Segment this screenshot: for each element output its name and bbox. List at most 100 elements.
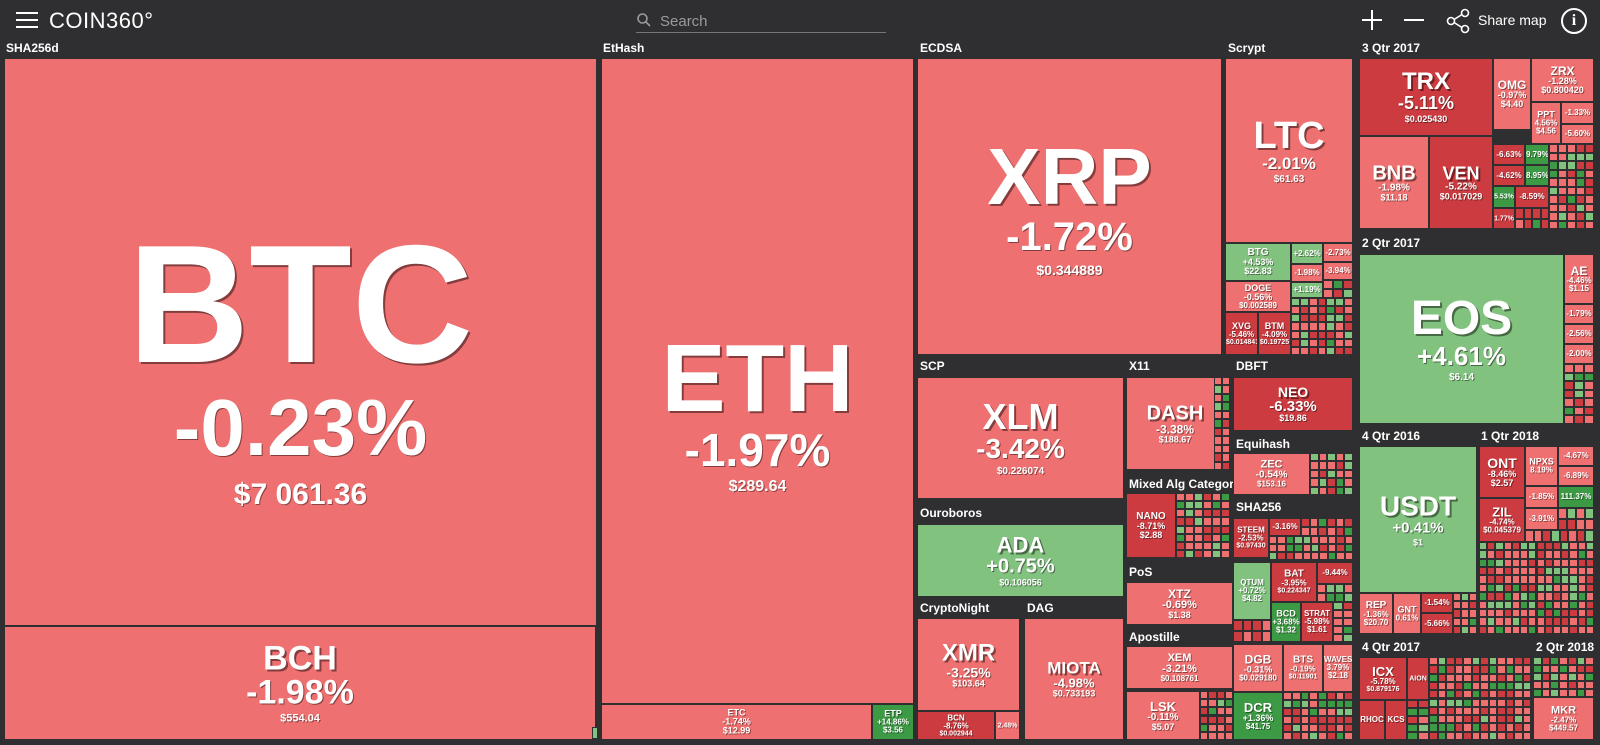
coin-tile-mini[interactable] [1429, 681, 1438, 691]
coin-tile-mini[interactable] [1585, 161, 1594, 170]
coin-tile-mini[interactable] [1299, 298, 1309, 307]
coin-tile-mini[interactable] [1567, 673, 1577, 681]
coin-tile-mini[interactable] [1479, 567, 1488, 576]
coin-tile-mini[interactable] [1585, 203, 1594, 212]
coin-tile-mini[interactable] [1203, 501, 1212, 510]
coin-tile-small[interactable]: -4.67% [1558, 446, 1594, 466]
coin-tile-mini[interactable] [1203, 525, 1212, 534]
coin-tile-mini[interactable] [1497, 723, 1506, 732]
coin-tile-mini[interactable] [1318, 461, 1328, 470]
coin-tile-mini[interactable] [1335, 346, 1345, 355]
coin-tile-mini[interactable] [1520, 567, 1529, 576]
coin-tile-mini[interactable] [1222, 402, 1230, 411]
coin-tile-mini[interactable] [1291, 700, 1301, 708]
coin-tile-mini[interactable] [1283, 724, 1292, 732]
coin-tile-mini[interactable] [1585, 657, 1594, 665]
coin-tile-bcd[interactable]: BCD +3.68% $1.32 [1271, 602, 1301, 642]
coin-tile-mini[interactable] [1520, 617, 1529, 626]
coin-tile-mini[interactable] [1559, 665, 1568, 673]
coin-tile-mini[interactable] [1487, 550, 1496, 559]
coin-tile-mini[interactable] [1487, 575, 1496, 584]
coin-tile-mini[interactable] [1299, 338, 1309, 347]
coin-tile-mini[interactable] [1487, 608, 1496, 618]
coin-tile-mini[interactable] [1221, 517, 1230, 526]
coin-tile-small[interactable]: -3.91% [1525, 508, 1558, 530]
coin-tile-mini[interactable] [1511, 617, 1521, 626]
coin-tile-mini[interactable] [1536, 542, 1545, 551]
coin-tile-nano[interactable]: NANO -8.71% $2.88 [1126, 493, 1176, 558]
coin-tile-mini[interactable] [1479, 575, 1488, 584]
mosaic-scrypt-2[interactable] [1323, 280, 1353, 298]
coin-tile-mini[interactable] [1429, 723, 1438, 732]
mosaic-pos[interactable] [1233, 620, 1271, 642]
coin-tile-mini[interactable] [1335, 708, 1345, 716]
coin-tile-mini[interactable] [1212, 525, 1221, 534]
coin-tile-mini[interactable] [1300, 700, 1310, 708]
coin-tile-mini[interactable] [1497, 715, 1506, 724]
mosaic-apostille[interactable] [1200, 691, 1233, 740]
coin-tile-mini[interactable] [1480, 698, 1489, 707]
coin-tile-mini[interactable] [1497, 690, 1506, 699]
coin-tile-btc[interactable]: BTC -0.23% $7 061.36 [4, 58, 597, 626]
coin-tile-mini[interactable] [1561, 625, 1570, 634]
coin-tile-mini[interactable] [1418, 732, 1429, 740]
coin-tile-mini[interactable] [1291, 306, 1300, 315]
coin-tile-mini[interactable] [1300, 724, 1310, 732]
coin-tile-mini[interactable] [1326, 338, 1336, 347]
coin-tile-mini[interactable] [1522, 698, 1531, 707]
coin-tile-mkr[interactable]: MKR -2.47% $449.57 [1533, 697, 1594, 740]
coin-tile-mini[interactable] [1561, 583, 1570, 593]
coin-tile-mini[interactable] [1327, 544, 1337, 552]
coin-tile-mini[interactable] [1463, 673, 1472, 682]
coin-tile-mini[interactable] [1454, 681, 1463, 691]
coin-tile-mini[interactable] [1585, 681, 1594, 689]
coin-tile-mini[interactable] [1343, 280, 1353, 289]
coin-tile-mini[interactable] [1261, 620, 1271, 631]
coin-tile-mini[interactable] [1503, 625, 1512, 634]
coin-tile-mini[interactable] [1224, 699, 1233, 708]
coin-tile-qtum[interactable]: QTUM +0.72% $4.82 [1233, 562, 1271, 620]
coin-tile-mini[interactable] [1214, 393, 1222, 403]
coin-tile-mini[interactable] [1567, 689, 1577, 697]
coin-tile-mini[interactable] [1291, 314, 1300, 323]
coin-tile-mini[interactable] [1317, 593, 1326, 602]
coin-tile-mini[interactable] [1214, 419, 1222, 428]
coin-tile-mini[interactable] [1309, 692, 1318, 700]
coin-tile-mini[interactable] [1487, 617, 1496, 626]
coin-tile-mini[interactable] [1176, 541, 1185, 550]
coin-tile-mini[interactable] [1463, 665, 1472, 674]
coin-tile-mini[interactable] [1567, 178, 1576, 187]
coin-tile-mini[interactable] [1310, 469, 1319, 479]
coin-tile-mini[interactable] [1319, 536, 1328, 544]
coin-tile-mini[interactable] [1308, 322, 1318, 331]
coin-tile-usdt[interactable]: USDT +0.41% $1 [1359, 446, 1477, 593]
coin-tile-mini[interactable] [1214, 461, 1222, 470]
coin-tile-mini[interactable] [1233, 620, 1243, 631]
coin-tile-mini[interactable] [1569, 600, 1578, 609]
coin-tile-mini[interactable] [1261, 631, 1271, 642]
menu-icon[interactable] [16, 12, 38, 28]
coin-tile-mini[interactable] [1471, 698, 1480, 707]
coin-tile-xtz[interactable]: XTZ -0.69% $1.38 [1126, 582, 1233, 625]
coin-tile-mini[interactable] [1203, 517, 1212, 526]
coin-tile-mini[interactable] [1505, 690, 1514, 699]
coin-tile-mini[interactable] [1569, 558, 1578, 568]
coin-tile-mini[interactable] [1277, 552, 1286, 560]
coin-tile-mini[interactable] [1536, 592, 1545, 601]
coin-tile-mini[interactable] [1208, 731, 1217, 740]
coin-tile-mini[interactable] [1343, 626, 1353, 634]
coin-tile-mini[interactable] [1335, 732, 1345, 740]
coin-tile-mini[interactable] [1549, 152, 1558, 161]
coin-tile-mini[interactable] [1222, 410, 1230, 420]
coin-tile-mini[interactable] [1200, 691, 1209, 700]
coin-tile-mini[interactable] [1495, 567, 1504, 576]
coin-tile-mini[interactable] [1291, 708, 1301, 716]
coin-tile-mini[interactable] [1318, 453, 1328, 462]
coin-tile-mini[interactable] [1511, 567, 1521, 576]
coin-tile-mini[interactable] [1299, 330, 1309, 339]
coin-tile-neo[interactable]: NEO -6.33% $19.86 [1233, 377, 1353, 431]
coin-tile-mini[interactable] [1576, 186, 1585, 195]
coin-tile-mini[interactable] [1203, 509, 1212, 518]
coin-tile-mini[interactable] [1574, 364, 1584, 373]
coin-tile-mini[interactable] [1585, 169, 1594, 178]
